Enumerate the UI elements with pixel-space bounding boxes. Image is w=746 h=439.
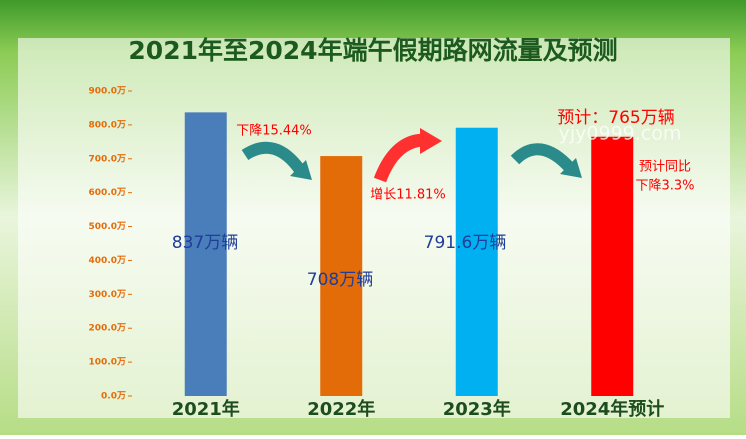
x-tick-label: 2022年 [307,398,375,420]
y-tick-label: 800.0万 [89,119,126,130]
value-label: 708万辆 [307,270,373,290]
bar [184,112,227,396]
y-tick-label: 200.0万 [89,323,126,334]
y-tick-label: 600.0万 [89,187,126,198]
x-tick-label: 2023年 [443,398,511,420]
arrow-head [560,158,582,178]
arrow-head [420,128,442,154]
y-tick-label: 100.0万 [89,357,126,368]
arrow [373,133,426,183]
value-label: 837万辆 [172,233,238,253]
value-label: 预计：765万辆 [557,108,674,128]
arrow-head [290,160,312,180]
bar [455,127,498,396]
y-tick-label: 900.0万 [89,86,126,97]
x-tick-label: 2024年预计 [560,398,664,420]
value-label: 791.6万辆 [424,233,507,253]
annotation: 下降3.3% [635,179,694,194]
y-tick-label: 400.0万 [89,255,126,266]
x-tick-label: 2021年 [172,398,240,420]
y-tick-label: 300.0万 [89,289,126,300]
y-tick-label: 0.0万 [101,391,126,402]
arrow [510,143,575,173]
y-tick-label: 500.0万 [89,221,126,232]
watermark: yjy0999.com [559,123,682,145]
chart-title: 2021年至2024年端午假期路网流量及预测 [128,36,617,65]
annotation: 下降15.44% [236,124,312,139]
annotation: 预计同比 [639,160,691,175]
y-tick-label: 700.0万 [89,153,126,164]
annotation: 增长11.81% [370,188,446,203]
bar [591,136,634,396]
bar [320,156,363,396]
arrow [241,141,305,174]
